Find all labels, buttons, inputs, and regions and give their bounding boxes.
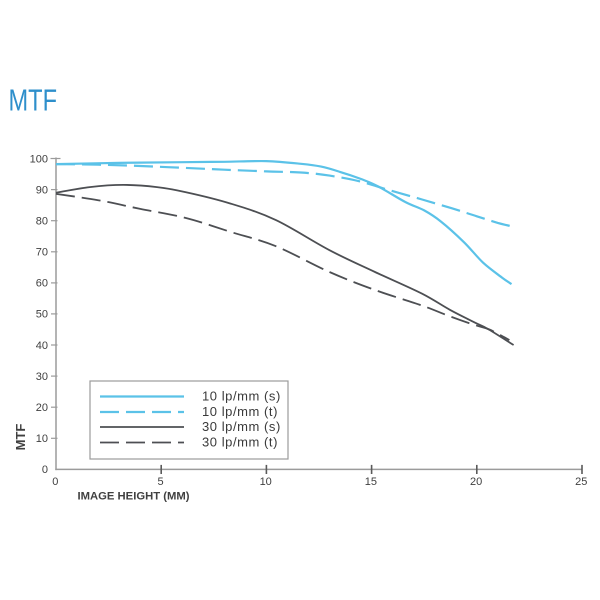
svg-text:25: 25 xyxy=(575,476,587,488)
svg-text:30 lp/mm (t): 30 lp/mm (t) xyxy=(202,435,278,450)
svg-text:100: 100 xyxy=(30,153,48,165)
svg-text:10: 10 xyxy=(36,433,48,445)
svg-text:MTF: MTF xyxy=(13,424,28,451)
svg-text:30 lp/mm (s): 30 lp/mm (s) xyxy=(202,419,281,434)
svg-text:20: 20 xyxy=(36,402,48,414)
svg-text:90: 90 xyxy=(36,184,48,196)
svg-text:0: 0 xyxy=(52,476,58,488)
svg-text:IMAGE HEIGHT (MM): IMAGE HEIGHT (MM) xyxy=(78,491,190,503)
svg-text:40: 40 xyxy=(36,340,48,352)
svg-text:10 lp/mm (s): 10 lp/mm (s) xyxy=(202,389,281,404)
svg-text:10: 10 xyxy=(260,476,272,488)
svg-text:MTF: MTF xyxy=(9,83,58,118)
svg-text:80: 80 xyxy=(36,216,48,228)
svg-text:20: 20 xyxy=(470,476,482,488)
svg-text:0: 0 xyxy=(42,464,48,476)
svg-text:50: 50 xyxy=(36,309,48,321)
svg-text:60: 60 xyxy=(36,278,48,290)
svg-text:10 lp/mm (t): 10 lp/mm (t) xyxy=(202,404,278,419)
svg-text:15: 15 xyxy=(365,476,377,488)
svg-text:70: 70 xyxy=(36,247,48,259)
svg-text:30: 30 xyxy=(36,371,48,383)
svg-text:5: 5 xyxy=(157,476,163,488)
